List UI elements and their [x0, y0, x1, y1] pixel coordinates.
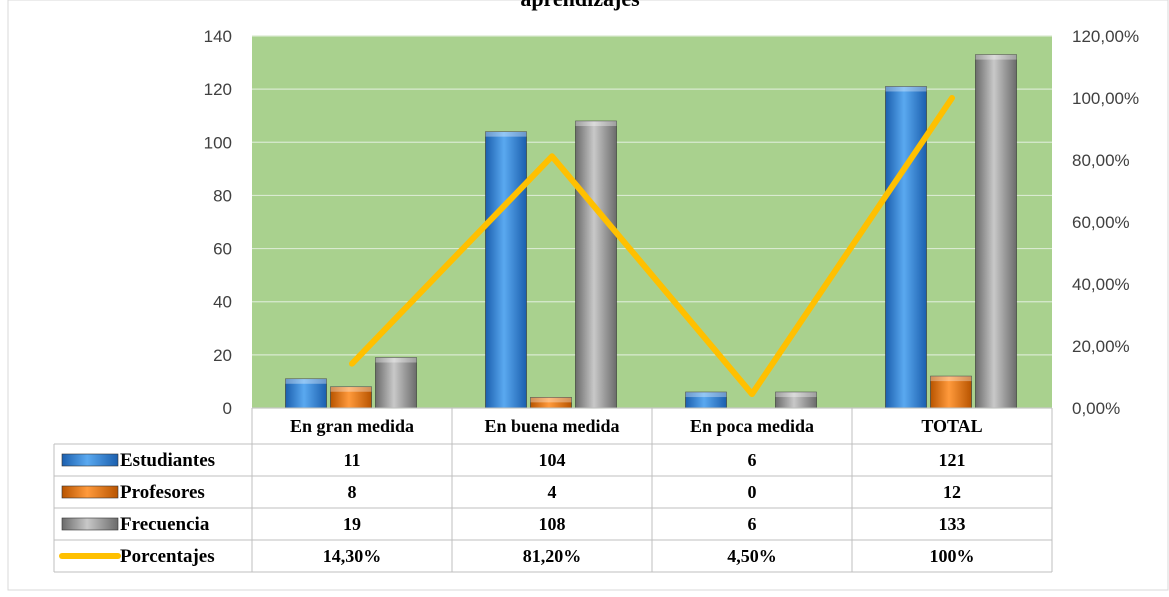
chart-border — [7, 0, 1169, 591]
right-axis-tick-label: 120,00% — [1072, 27, 1139, 46]
bar-bevel — [775, 392, 817, 398]
bar-estudiantes — [485, 131, 527, 409]
left-axis-tick-label: 100 — [204, 133, 232, 152]
category-label: En buena medida — [484, 416, 619, 436]
table-cell: 11 — [343, 450, 360, 470]
bar-profesores — [930, 375, 972, 409]
table-cell: 14,30% — [323, 546, 382, 566]
table-cell: 0 — [748, 482, 757, 502]
bar-frecuencia — [575, 120, 617, 409]
table-cell: 12 — [943, 482, 961, 502]
legend-key-estudiantes — [61, 453, 119, 467]
bar-bevel — [685, 392, 727, 398]
right-axis-tick-label: 0,00% — [1072, 399, 1120, 418]
legend-label: Profesores — [120, 482, 205, 503]
bar-bevel — [485, 131, 527, 137]
category-label: En poca medida — [690, 416, 814, 436]
table-cell: 81,20% — [523, 546, 582, 566]
category-label: TOTAL — [921, 416, 982, 436]
porcentajes-line — [349, 95, 955, 398]
table-cell: 6 — [748, 450, 757, 470]
table-cell: 4,50% — [727, 546, 777, 566]
bar-frecuencia — [975, 54, 1017, 409]
bar-bevel — [285, 378, 327, 384]
category-label: En gran medida — [290, 416, 414, 436]
legend-key-profesores — [61, 485, 119, 499]
left-axis-ticks: 0 20 40 60 80 100 120 140 — [204, 27, 232, 418]
right-axis-tick-label: 60,00% — [1072, 213, 1130, 232]
data-table: En gran medida En buena medida En poca med… — [53, 407, 1053, 573]
chart-title: aprendizajes — [520, 0, 640, 11]
bar-series — [285, 54, 1017, 409]
legend-label: Porcentajes — [120, 546, 215, 567]
bar-bevel — [930, 376, 972, 382]
legend-label: Frecuencia — [120, 514, 210, 535]
table-cell: 6 — [748, 514, 757, 534]
right-axis-tick-label: 20,00% — [1072, 337, 1130, 356]
left-axis-tick-label: 40 — [213, 293, 232, 312]
table-cell: 8 — [348, 482, 357, 502]
bar-bevel — [330, 386, 372, 392]
table-cell: 108 — [539, 514, 566, 534]
table-cell: 19 — [343, 514, 361, 534]
legend-key-frecuencia — [61, 517, 119, 531]
table-cell: 4 — [548, 482, 557, 502]
legend-label: Estudiantes — [120, 450, 215, 471]
table-cell: 100% — [930, 546, 975, 566]
left-axis-tick-label: 140 — [204, 27, 232, 46]
left-axis-tick-label: 20 — [213, 346, 232, 365]
left-axis-tick-label: 60 — [213, 240, 232, 259]
right-axis-tick-label: 100,00% — [1072, 89, 1139, 108]
bar-frecuencia — [375, 357, 417, 409]
right-axis-tick-label: 80,00% — [1072, 151, 1130, 170]
table-cell: 104 — [539, 450, 566, 470]
right-axis-ticks: 0,00% 20,00% 40,00% 60,00% 80,00% 100,00% 120,… — [1072, 27, 1139, 418]
left-axis-tick-label: 80 — [213, 186, 232, 205]
bar-estudiantes — [885, 86, 927, 409]
bar-estudiantes — [285, 378, 327, 409]
bar-bevel — [375, 357, 417, 363]
left-axis-tick-label: 120 — [204, 80, 232, 99]
bar-bevel — [975, 54, 1017, 60]
bar-bevel — [885, 86, 927, 92]
plot-area — [252, 36, 1052, 408]
bar-bevel — [575, 121, 617, 127]
bar-bevel — [530, 397, 572, 403]
table-cell: 121 — [939, 450, 966, 470]
line-series — [349, 95, 955, 398]
table-cell: 133 — [939, 514, 966, 534]
right-axis-tick-label: 40,00% — [1072, 275, 1130, 294]
left-axis-tick-label: 0 — [223, 399, 232, 418]
